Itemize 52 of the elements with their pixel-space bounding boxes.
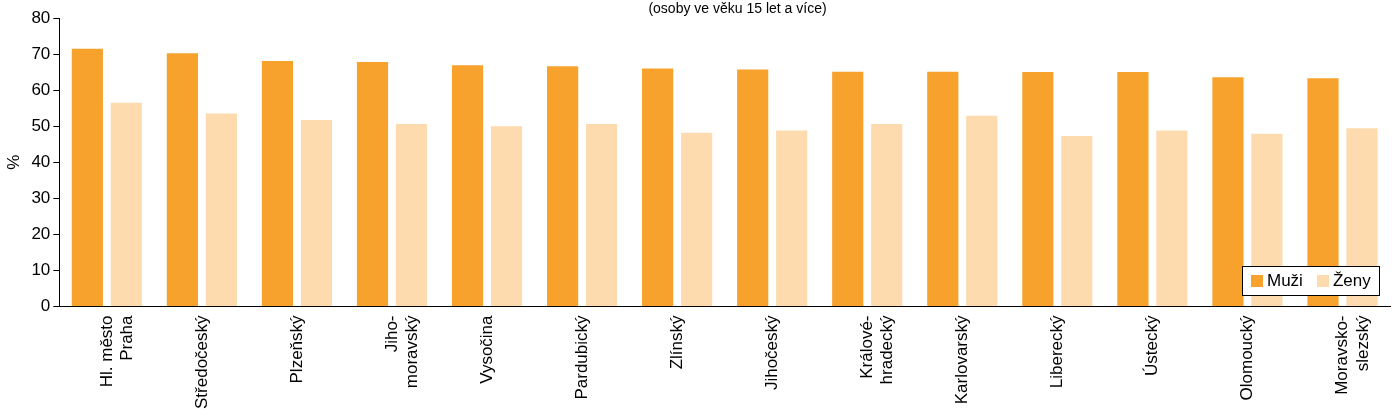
- bar: [205, 113, 237, 306]
- y-tick-label: 60: [31, 79, 51, 99]
- legend-label: Muži: [1266, 271, 1303, 292]
- x-tick-label: Hl. město Praha: [96, 314, 136, 388]
- chart-subtitle: (osoby ve věku 15 let a více): [647, 0, 828, 16]
- x-tick-label: Středočeský: [191, 314, 211, 410]
- bar: [681, 132, 713, 306]
- bar: [927, 71, 959, 306]
- x-tick-label: Plzeňský: [286, 314, 306, 384]
- x-tick-label: Jiho- moravský: [381, 314, 422, 389]
- bar: [356, 61, 389, 306]
- bar: [451, 65, 484, 306]
- bar: [1212, 77, 1244, 306]
- bar: [166, 53, 198, 306]
- y-tick-label: 40: [31, 151, 51, 171]
- bar: [1022, 72, 1054, 306]
- bar: [966, 115, 998, 306]
- bar: [395, 124, 428, 306]
- bar: [1117, 72, 1149, 306]
- x-tick-label: Moravsko- slezský: [1332, 314, 1372, 395]
- bar: [737, 69, 769, 306]
- x-tick-label: Liberecký: [1047, 314, 1067, 389]
- y-tick-label: 10: [31, 260, 51, 280]
- bar: [490, 126, 523, 306]
- bar: [642, 68, 674, 306]
- y-tick-label: 20: [31, 224, 51, 244]
- x-tick-label: Pardubický: [571, 314, 591, 400]
- y-tick-label: 50: [31, 115, 51, 135]
- bar: [547, 66, 579, 306]
- x-tick-label: Olomoucký: [1237, 314, 1257, 401]
- legend-label: Ženy: [1331, 271, 1371, 292]
- x-tick-label: Karlovarský: [951, 314, 971, 405]
- bar: [300, 120, 333, 306]
- bar: [261, 60, 294, 306]
- x-tick-label: Zlínský: [666, 314, 686, 370]
- bar: [776, 130, 808, 306]
- bar: [1061, 135, 1093, 306]
- y-axis-title: %: [3, 154, 23, 170]
- x-tick-label: Jihočeský: [761, 314, 781, 391]
- bar: [832, 71, 864, 306]
- y-tick-label: 30: [31, 187, 51, 207]
- y-tick-label: 70: [31, 43, 51, 63]
- bar: [110, 102, 142, 306]
- bar: [71, 48, 103, 306]
- x-tick-label: Vysočina: [476, 314, 496, 384]
- bar: [871, 124, 903, 306]
- y-tick-label: 80: [31, 7, 51, 27]
- x-tick-label: Ústecký: [1142, 314, 1162, 376]
- y-tick-label: 0: [40, 296, 51, 316]
- bar: [585, 124, 618, 306]
- bar: [1156, 130, 1188, 306]
- x-tick-label: Králové- hradecký: [856, 314, 897, 385]
